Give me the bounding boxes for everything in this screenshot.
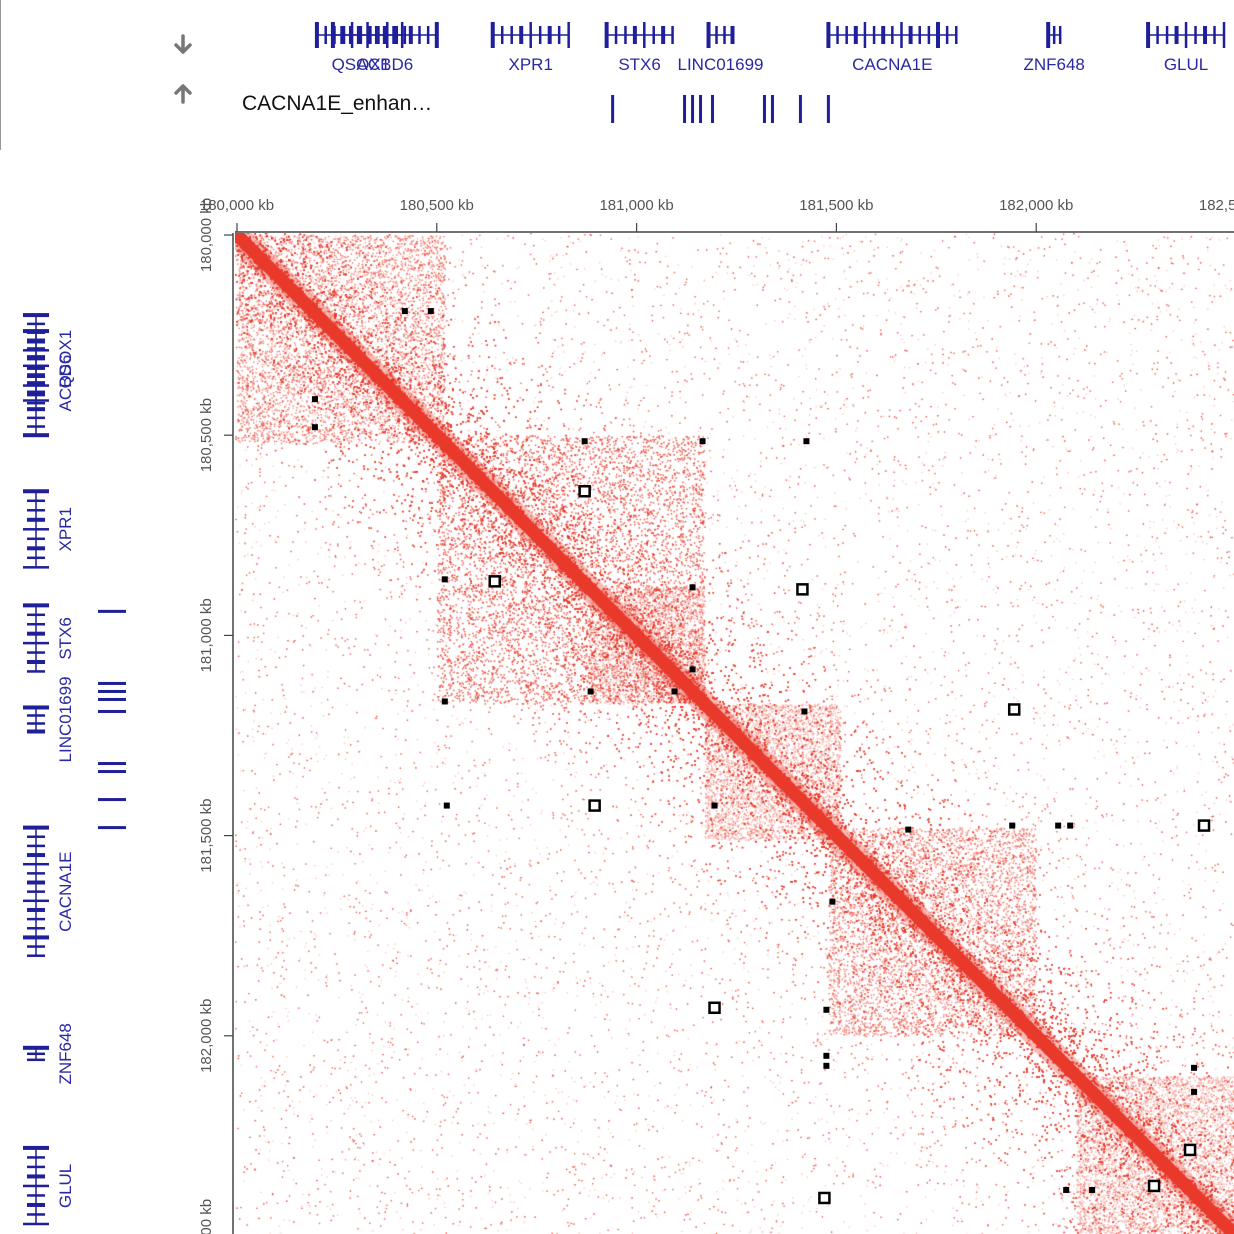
loop-dot[interactable] — [428, 308, 434, 314]
enhancer-mark — [827, 95, 830, 123]
loop-box[interactable] — [580, 486, 590, 496]
loop-dot[interactable] — [442, 698, 448, 704]
loop-box[interactable] — [1149, 1181, 1159, 1191]
loop-dot[interactable] — [672, 688, 678, 694]
enhancer-mark — [98, 710, 126, 713]
loop-dot[interactable] — [582, 438, 588, 444]
loop-dot[interactable] — [1063, 1187, 1069, 1193]
enhancer-mark — [763, 95, 766, 123]
loop-box[interactable] — [710, 1003, 720, 1013]
enhancer-mark — [98, 798, 126, 801]
loop-markers — [235, 233, 1234, 1234]
enhancer-mark — [98, 610, 126, 613]
enhancer-mark — [98, 690, 126, 693]
gene-label: GLUL — [56, 1164, 75, 1208]
gene-linc01699-vertical[interactable]: LINC01699 — [23, 676, 75, 762]
loop-dot[interactable] — [444, 803, 450, 809]
gene-label: CACNA1E — [852, 55, 932, 74]
gene-cacna1e[interactable]: CACNA1E — [826, 22, 957, 74]
enhancer-mark — [691, 95, 694, 123]
loop-dot[interactable] — [823, 1063, 829, 1069]
loop-dot[interactable] — [1191, 1089, 1197, 1095]
gene-label: ACBD6 — [56, 355, 75, 412]
gene-xpr1-vertical[interactable]: XPR1 — [23, 489, 75, 568]
gene-label: GLUL — [1164, 55, 1208, 74]
contact-map[interactable] — [235, 233, 1234, 1234]
gene-label: ACBD6 — [357, 55, 414, 74]
enhancer-mark — [98, 826, 126, 829]
y-tick-label: 181,500 kb — [198, 798, 215, 872]
loop-dot[interactable] — [905, 827, 911, 833]
loop-box[interactable] — [490, 576, 500, 586]
loop-dot[interactable] — [823, 1007, 829, 1013]
enhancer-mark — [699, 95, 702, 123]
left-gene-track: QSOX1ACBD6XPR1STX6LINC01699CACNA1EZNF648… — [0, 0, 140, 1234]
loop-dot[interactable] — [312, 396, 318, 402]
enhancer-mark — [98, 762, 126, 765]
x-tick-label: 182,000 kb — [999, 197, 1073, 214]
loop-box[interactable] — [797, 584, 807, 594]
loop-dot[interactable] — [700, 438, 706, 444]
loop-dot[interactable] — [712, 803, 718, 809]
loop-dot[interactable] — [1055, 823, 1061, 829]
loop-dot[interactable] — [1067, 823, 1073, 829]
loop-box[interactable] — [819, 1193, 829, 1203]
loop-dot[interactable] — [803, 438, 809, 444]
enhancer-mark — [799, 95, 802, 123]
x-tick-label: 182,500 kb — [1199, 197, 1234, 214]
gene-znf648[interactable]: ZNF648 — [1023, 22, 1084, 74]
gene-label: LINC01699 — [56, 676, 75, 762]
gene-label: CACNA1E — [56, 852, 75, 932]
loop-box[interactable] — [1185, 1145, 1195, 1155]
loop-dot[interactable] — [442, 576, 448, 582]
gene-label: LINC01699 — [678, 55, 764, 74]
enhancer-mark — [711, 95, 714, 123]
y-axis-ruler: 180,000 kb 180,500 kb 181,000 kb 181,500 kb… — [185, 0, 235, 1234]
enhancer-mark — [98, 770, 126, 773]
x-tick-label: 181,000 kb — [599, 197, 673, 214]
y-tick-label: 181,000 kb — [198, 598, 215, 672]
y-tick-label: 180,500 kb — [198, 398, 215, 472]
loop-box[interactable] — [1009, 704, 1019, 714]
loop-dot[interactable] — [588, 688, 594, 694]
loop-dot[interactable] — [829, 899, 835, 905]
x-tick-label: 181,500 kb — [799, 197, 873, 214]
gene-linc01699[interactable]: LINC01699 — [678, 22, 764, 74]
gene-cacna1e-vertical[interactable]: CACNA1E — [23, 826, 75, 957]
gene-label: XPR1 — [56, 507, 75, 551]
loop-box[interactable] — [1199, 821, 1209, 831]
gene-stx6[interactable]: STX6 — [605, 22, 674, 74]
loop-dot[interactable] — [402, 308, 408, 314]
y-tick-label: 182,500 kb — [198, 1199, 215, 1234]
enhancer-mark — [683, 95, 686, 123]
enhancer-mark — [611, 95, 614, 123]
gene-glul[interactable]: GLUL — [1146, 22, 1225, 74]
gene-xpr1[interactable]: XPR1 — [491, 22, 570, 74]
loop-dot[interactable] — [1089, 1187, 1095, 1193]
y-tick-label: 180,000 kb — [198, 198, 215, 272]
loop-dot[interactable] — [823, 1053, 829, 1059]
gene-label: ZNF648 — [1023, 55, 1084, 74]
gene-glul-vertical[interactable]: GLUL — [23, 1146, 75, 1225]
enhancer-mark — [771, 95, 774, 123]
loop-dot[interactable] — [690, 584, 696, 590]
gene-stx6-vertical[interactable]: STX6 — [23, 603, 75, 672]
loop-dot[interactable] — [690, 666, 696, 672]
loop-dot[interactable] — [312, 424, 318, 430]
gene-znf648-vertical[interactable]: ZNF648 — [23, 1023, 75, 1084]
loop-dot[interactable] — [801, 708, 807, 714]
gene-label: XPR1 — [508, 55, 552, 74]
loop-dot[interactable] — [1191, 1065, 1197, 1071]
gene-label: STX6 — [56, 617, 75, 660]
loop-dot[interactable] — [1009, 823, 1015, 829]
gene-label: STX6 — [618, 55, 661, 74]
enhancer-mark — [98, 682, 126, 685]
y-tick-label: 182,000 kb — [198, 999, 215, 1073]
gene-label: ZNF648 — [56, 1023, 75, 1084]
enhancer-mark — [98, 698, 126, 701]
loop-box[interactable] — [590, 801, 600, 811]
x-tick-label: 180,500 kb — [400, 197, 474, 214]
